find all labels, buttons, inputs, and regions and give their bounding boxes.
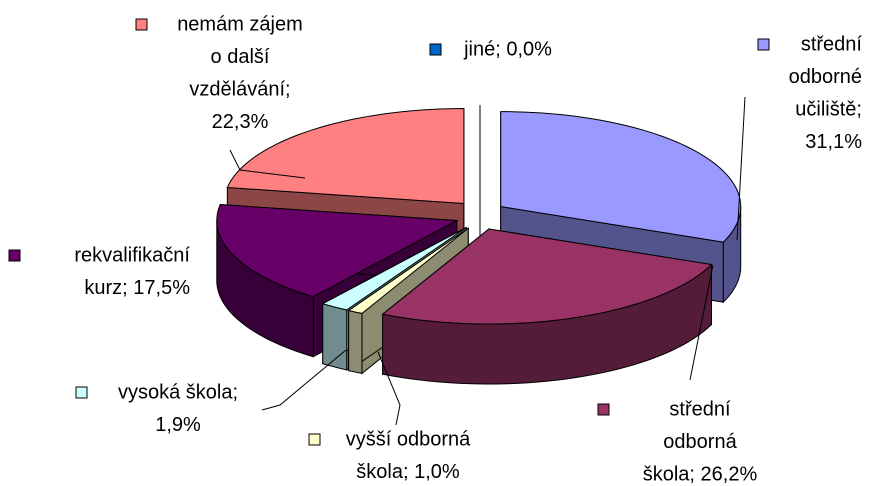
data-label: střední <box>669 398 731 420</box>
data-label: nemám zájem <box>177 13 303 35</box>
slice-top <box>321 227 467 311</box>
leader-line <box>261 349 347 411</box>
data-label: učiliště; <box>795 98 862 120</box>
leader-lines <box>229 96 746 426</box>
slice-wall <box>348 309 363 375</box>
data-label: střední <box>801 33 863 55</box>
data-label: kurz; 17,5% <box>84 277 190 299</box>
legend-key <box>75 386 88 399</box>
data-label: odborné <box>789 66 862 88</box>
slice <box>381 227 713 385</box>
data-label: vzdělávání; <box>189 78 290 100</box>
slice-top <box>226 108 465 205</box>
data-label: škola; 1,0% <box>356 461 460 483</box>
legend-key <box>135 18 148 31</box>
legend-key <box>757 38 770 51</box>
slice-top <box>381 228 713 325</box>
legend-key <box>308 433 321 446</box>
data-label: o další <box>211 46 270 68</box>
data-label: jiné; 0,0% <box>463 38 552 60</box>
data-label: 1,9% <box>155 414 201 436</box>
leader-line <box>377 351 401 426</box>
pie <box>216 105 742 385</box>
leader-line <box>689 264 714 381</box>
leader-line <box>736 96 746 241</box>
data-label: odborná <box>663 431 737 453</box>
labels: střední odborné učiliště; 31,1% střední odbor… <box>8 13 863 485</box>
legend-key <box>597 403 610 416</box>
data-label: vyšší odborná <box>346 428 471 450</box>
data-label: 22,3% <box>212 111 269 133</box>
slice-top <box>347 227 469 314</box>
data-label: 31,1% <box>805 131 862 153</box>
legend-key <box>429 43 442 56</box>
data-label: vysoká škola; <box>118 381 238 403</box>
legend-key <box>8 249 21 262</box>
data-label: škola; 26,2% <box>643 463 758 485</box>
leader-line <box>229 149 306 179</box>
data-label: rekvalifikační <box>74 244 190 266</box>
slice-top <box>500 111 742 243</box>
slice-top <box>216 204 459 298</box>
